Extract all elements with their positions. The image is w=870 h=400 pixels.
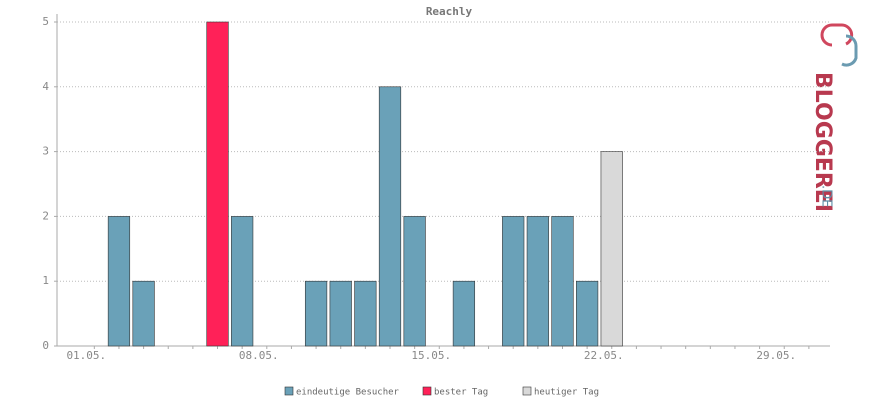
y-tick-label: 2 xyxy=(42,209,49,222)
bar xyxy=(452,280,476,347)
bar xyxy=(354,280,377,347)
legend-swatch xyxy=(422,386,432,396)
legend-swatch xyxy=(284,386,294,396)
bar xyxy=(600,151,623,347)
legend-swatch xyxy=(522,386,532,396)
bar xyxy=(304,280,328,347)
x-tick-label: 01.05. xyxy=(66,349,106,362)
logo-suffix: .DE xyxy=(819,185,834,207)
bar xyxy=(551,216,574,347)
logo: BLOGGEREI .DE xyxy=(810,23,858,212)
y-tick-label: 0 xyxy=(42,339,49,352)
logo-icon xyxy=(841,34,858,67)
y-tick-label: 5 xyxy=(42,15,49,28)
y-tick-label: 3 xyxy=(42,145,49,158)
x-tick-label: 22.05. xyxy=(584,349,624,362)
bar xyxy=(502,216,525,347)
bar xyxy=(329,280,352,347)
chart-title: Reachly xyxy=(426,5,473,18)
y-tick-label: 4 xyxy=(42,80,49,93)
legend-label: bester Tag xyxy=(434,388,488,398)
bar xyxy=(576,280,599,347)
x-tick-label: 08.05. xyxy=(239,349,279,362)
bar xyxy=(526,216,549,347)
bar xyxy=(206,21,229,347)
legend-label: eindeutige Besucher xyxy=(296,388,400,398)
bar xyxy=(107,216,131,347)
y-tick-label: 1 xyxy=(42,274,49,287)
x-tick-label: 29.05. xyxy=(756,349,796,362)
legend-label: heutiger Tag xyxy=(534,388,599,398)
bar xyxy=(132,280,155,347)
bar xyxy=(231,216,254,347)
bar xyxy=(403,216,426,347)
logo-text: BLOGGEREI xyxy=(810,72,835,212)
bar xyxy=(378,86,402,347)
x-tick-label: 15.05. xyxy=(411,349,451,362)
